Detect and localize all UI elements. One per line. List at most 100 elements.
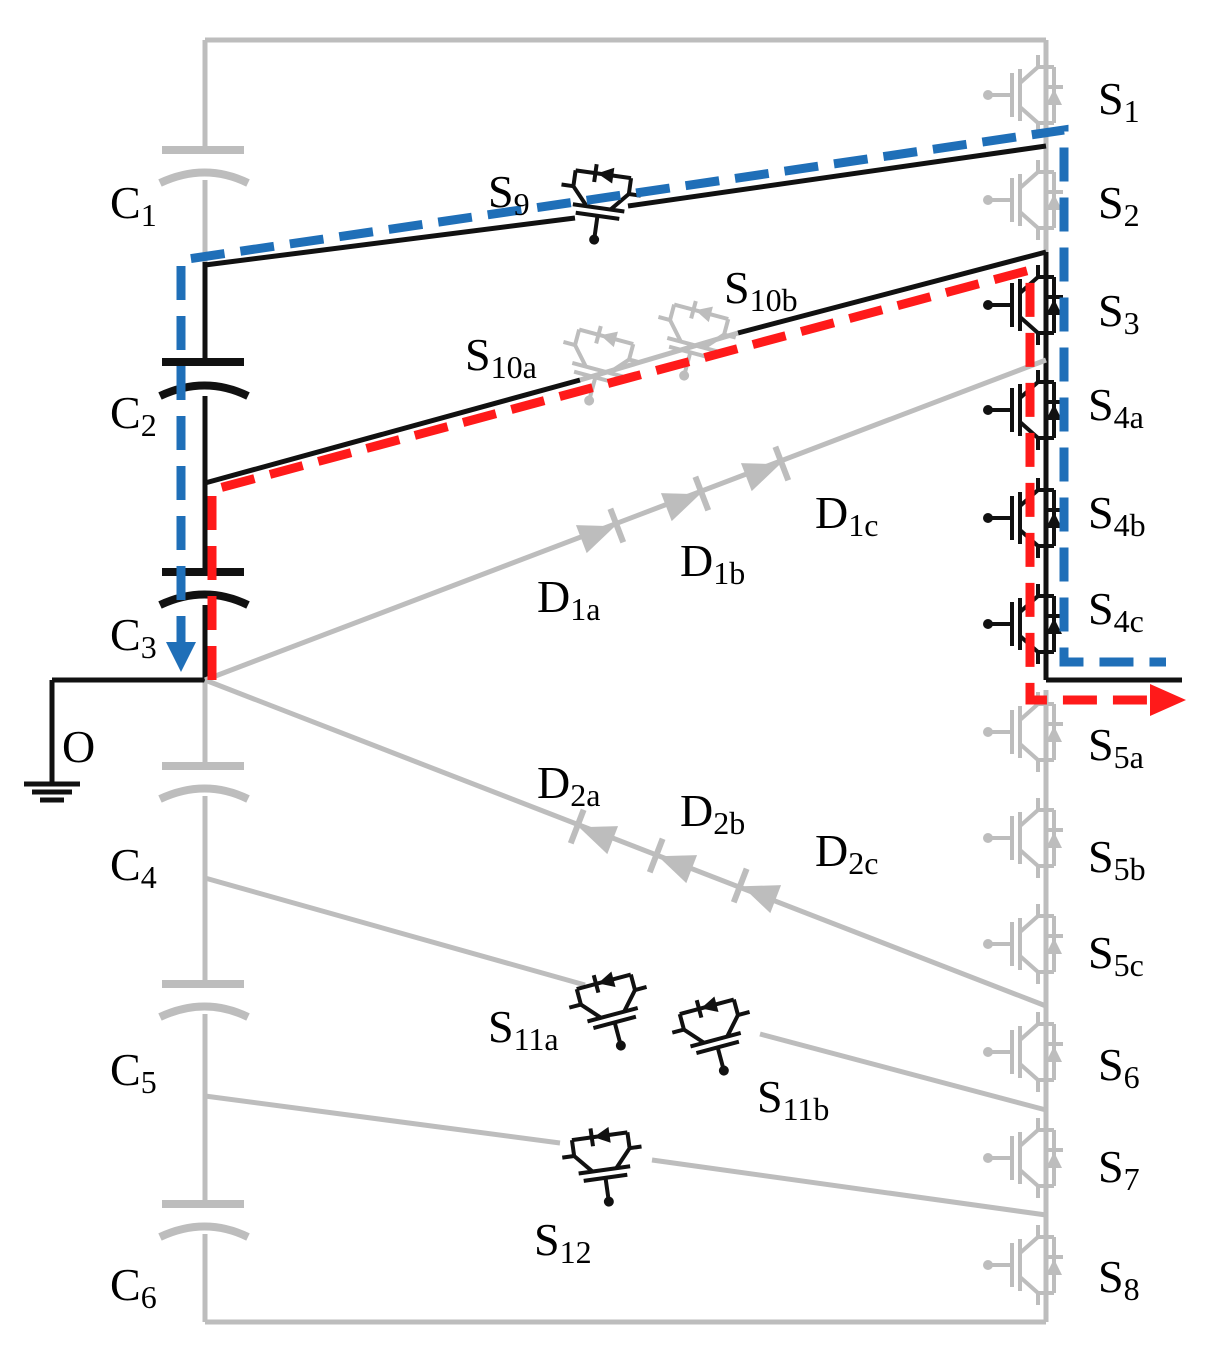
diode-d2b xyxy=(646,837,698,884)
capacitor-c2 xyxy=(158,358,250,400)
label-s6-main: S xyxy=(1098,1039,1124,1090)
switch-s6 xyxy=(981,1010,1065,1094)
label-c6: C6 xyxy=(110,1259,157,1315)
switch-s5b xyxy=(981,796,1065,880)
label-s1-subscript: 1 xyxy=(1124,93,1140,129)
label-d2a-main: D xyxy=(537,757,570,808)
current-path-red xyxy=(207,264,1150,705)
label-o-main: O xyxy=(62,721,95,772)
capacitor-c4 xyxy=(158,762,250,803)
label-s12: S12 xyxy=(534,1214,592,1270)
diode-d2c xyxy=(730,867,782,914)
wire-mid-branch-right xyxy=(737,249,1047,336)
label-s7-main: S xyxy=(1098,1141,1124,1192)
label-s7: S7 xyxy=(1098,1141,1140,1197)
wire-d1-string xyxy=(204,357,1047,683)
label-c5-main: C xyxy=(110,1044,141,1095)
label-s9: S9 xyxy=(488,166,530,222)
label-s3-subscript: 3 xyxy=(1124,305,1140,341)
label-d1b-subscript: 1b xyxy=(713,555,745,591)
label-s4a-main: S xyxy=(1088,379,1114,430)
ground-icon xyxy=(24,781,80,803)
switch-s4c xyxy=(981,582,1065,666)
label-s10b: S10b xyxy=(724,262,798,318)
label-d2b: D2b xyxy=(680,785,745,841)
label-s1-main: S xyxy=(1098,73,1124,124)
diode-d1b xyxy=(660,475,712,522)
capacitor-c3 xyxy=(158,568,250,609)
switch-s8 xyxy=(981,1223,1065,1307)
inactive-wiring xyxy=(204,330,1047,1218)
label-s10b-main: S xyxy=(724,262,750,313)
label-c2-main: C xyxy=(110,387,141,438)
wire-top-branch-right xyxy=(627,143,1047,209)
label-d1a-subscript: 1a xyxy=(570,591,600,627)
label-c4: C4 xyxy=(110,839,157,895)
label-s4c: S4c xyxy=(1088,583,1144,639)
label-s9-subscript: 9 xyxy=(514,186,530,222)
current-path-blue xyxy=(176,124,1166,667)
wire-d2-string xyxy=(204,677,1047,1009)
wire-mid-branch-left xyxy=(204,377,581,486)
label-s5b-main: S xyxy=(1088,831,1114,882)
label-s10a-main: S xyxy=(465,329,491,380)
label-c3-main: C xyxy=(110,609,141,660)
label-s6: S6 xyxy=(1098,1039,1140,1095)
label-d2a-subscript: 2a xyxy=(570,777,600,813)
label-s4b: S4b xyxy=(1088,487,1146,543)
label-s8-main: S xyxy=(1098,1251,1124,1302)
capacitor-c5 xyxy=(158,980,250,1021)
switch-s11b xyxy=(663,985,766,1088)
label-d2a: D2a xyxy=(537,757,600,813)
label-c6-main: C xyxy=(110,1259,141,1310)
wire-s12-right xyxy=(651,1157,1047,1218)
label-s4a-subscript: 4a xyxy=(1114,399,1144,435)
label-s2-subscript: 2 xyxy=(1124,197,1140,233)
label-d2c: D2c xyxy=(815,825,878,881)
switch-s2 xyxy=(981,158,1065,242)
switch-s4b xyxy=(981,476,1065,560)
label-c1: C1 xyxy=(110,177,157,233)
blue-arrow-icon xyxy=(166,642,196,672)
label-s10a-subscript: 10a xyxy=(491,349,537,385)
label-d1c-main: D xyxy=(815,487,848,538)
label-d1c: D1c xyxy=(815,487,878,543)
label-c2-subscript: 2 xyxy=(141,407,157,443)
label-s2-main: S xyxy=(1098,177,1124,228)
label-s12-subscript: 12 xyxy=(560,1234,592,1270)
label-d1a: D1a xyxy=(537,571,600,627)
label-s7-subscript: 7 xyxy=(1124,1161,1140,1197)
switch-s5a xyxy=(981,690,1065,774)
label-c6-subscript: 6 xyxy=(141,1279,157,1315)
label-d2b-subscript: 2b xyxy=(713,805,745,841)
label-s2: S2 xyxy=(1098,177,1140,233)
label-s3: S3 xyxy=(1098,285,1140,341)
label-s9-main: S xyxy=(488,166,514,217)
wire-top-branch-left xyxy=(204,215,576,268)
label-s5a-main: S xyxy=(1088,719,1114,770)
label-d2c-subscript: 2c xyxy=(848,845,878,881)
label-s5c-main: S xyxy=(1088,927,1114,978)
wire-s11-right xyxy=(759,1031,1047,1113)
switch-s7 xyxy=(981,1116,1065,1200)
label-s11b: S11b xyxy=(757,1071,829,1127)
wire-s12-left xyxy=(204,1093,561,1146)
diode-d2a xyxy=(567,808,619,855)
label-c1-subscript: 1 xyxy=(141,197,157,233)
label-s5c: S5c xyxy=(1088,927,1144,983)
wire-s11-left xyxy=(204,875,586,988)
label-s8-subscript: 8 xyxy=(1124,1271,1140,1307)
label-c3: C3 xyxy=(110,609,157,665)
label-s11b-subscript: 11b xyxy=(783,1091,830,1127)
switch-s12 xyxy=(556,1119,652,1215)
red-arrow-icon xyxy=(1150,684,1186,716)
diode-d1c xyxy=(740,445,792,492)
label-s11a-main: S xyxy=(488,1001,514,1052)
diode-d1a xyxy=(575,507,627,554)
label-d1b: D1b xyxy=(680,535,745,591)
label-o: O xyxy=(62,721,95,772)
label-s11a-subscript: 11a xyxy=(514,1021,559,1057)
label-c1-main: C xyxy=(110,177,141,228)
label-s11b-main: S xyxy=(757,1071,783,1122)
